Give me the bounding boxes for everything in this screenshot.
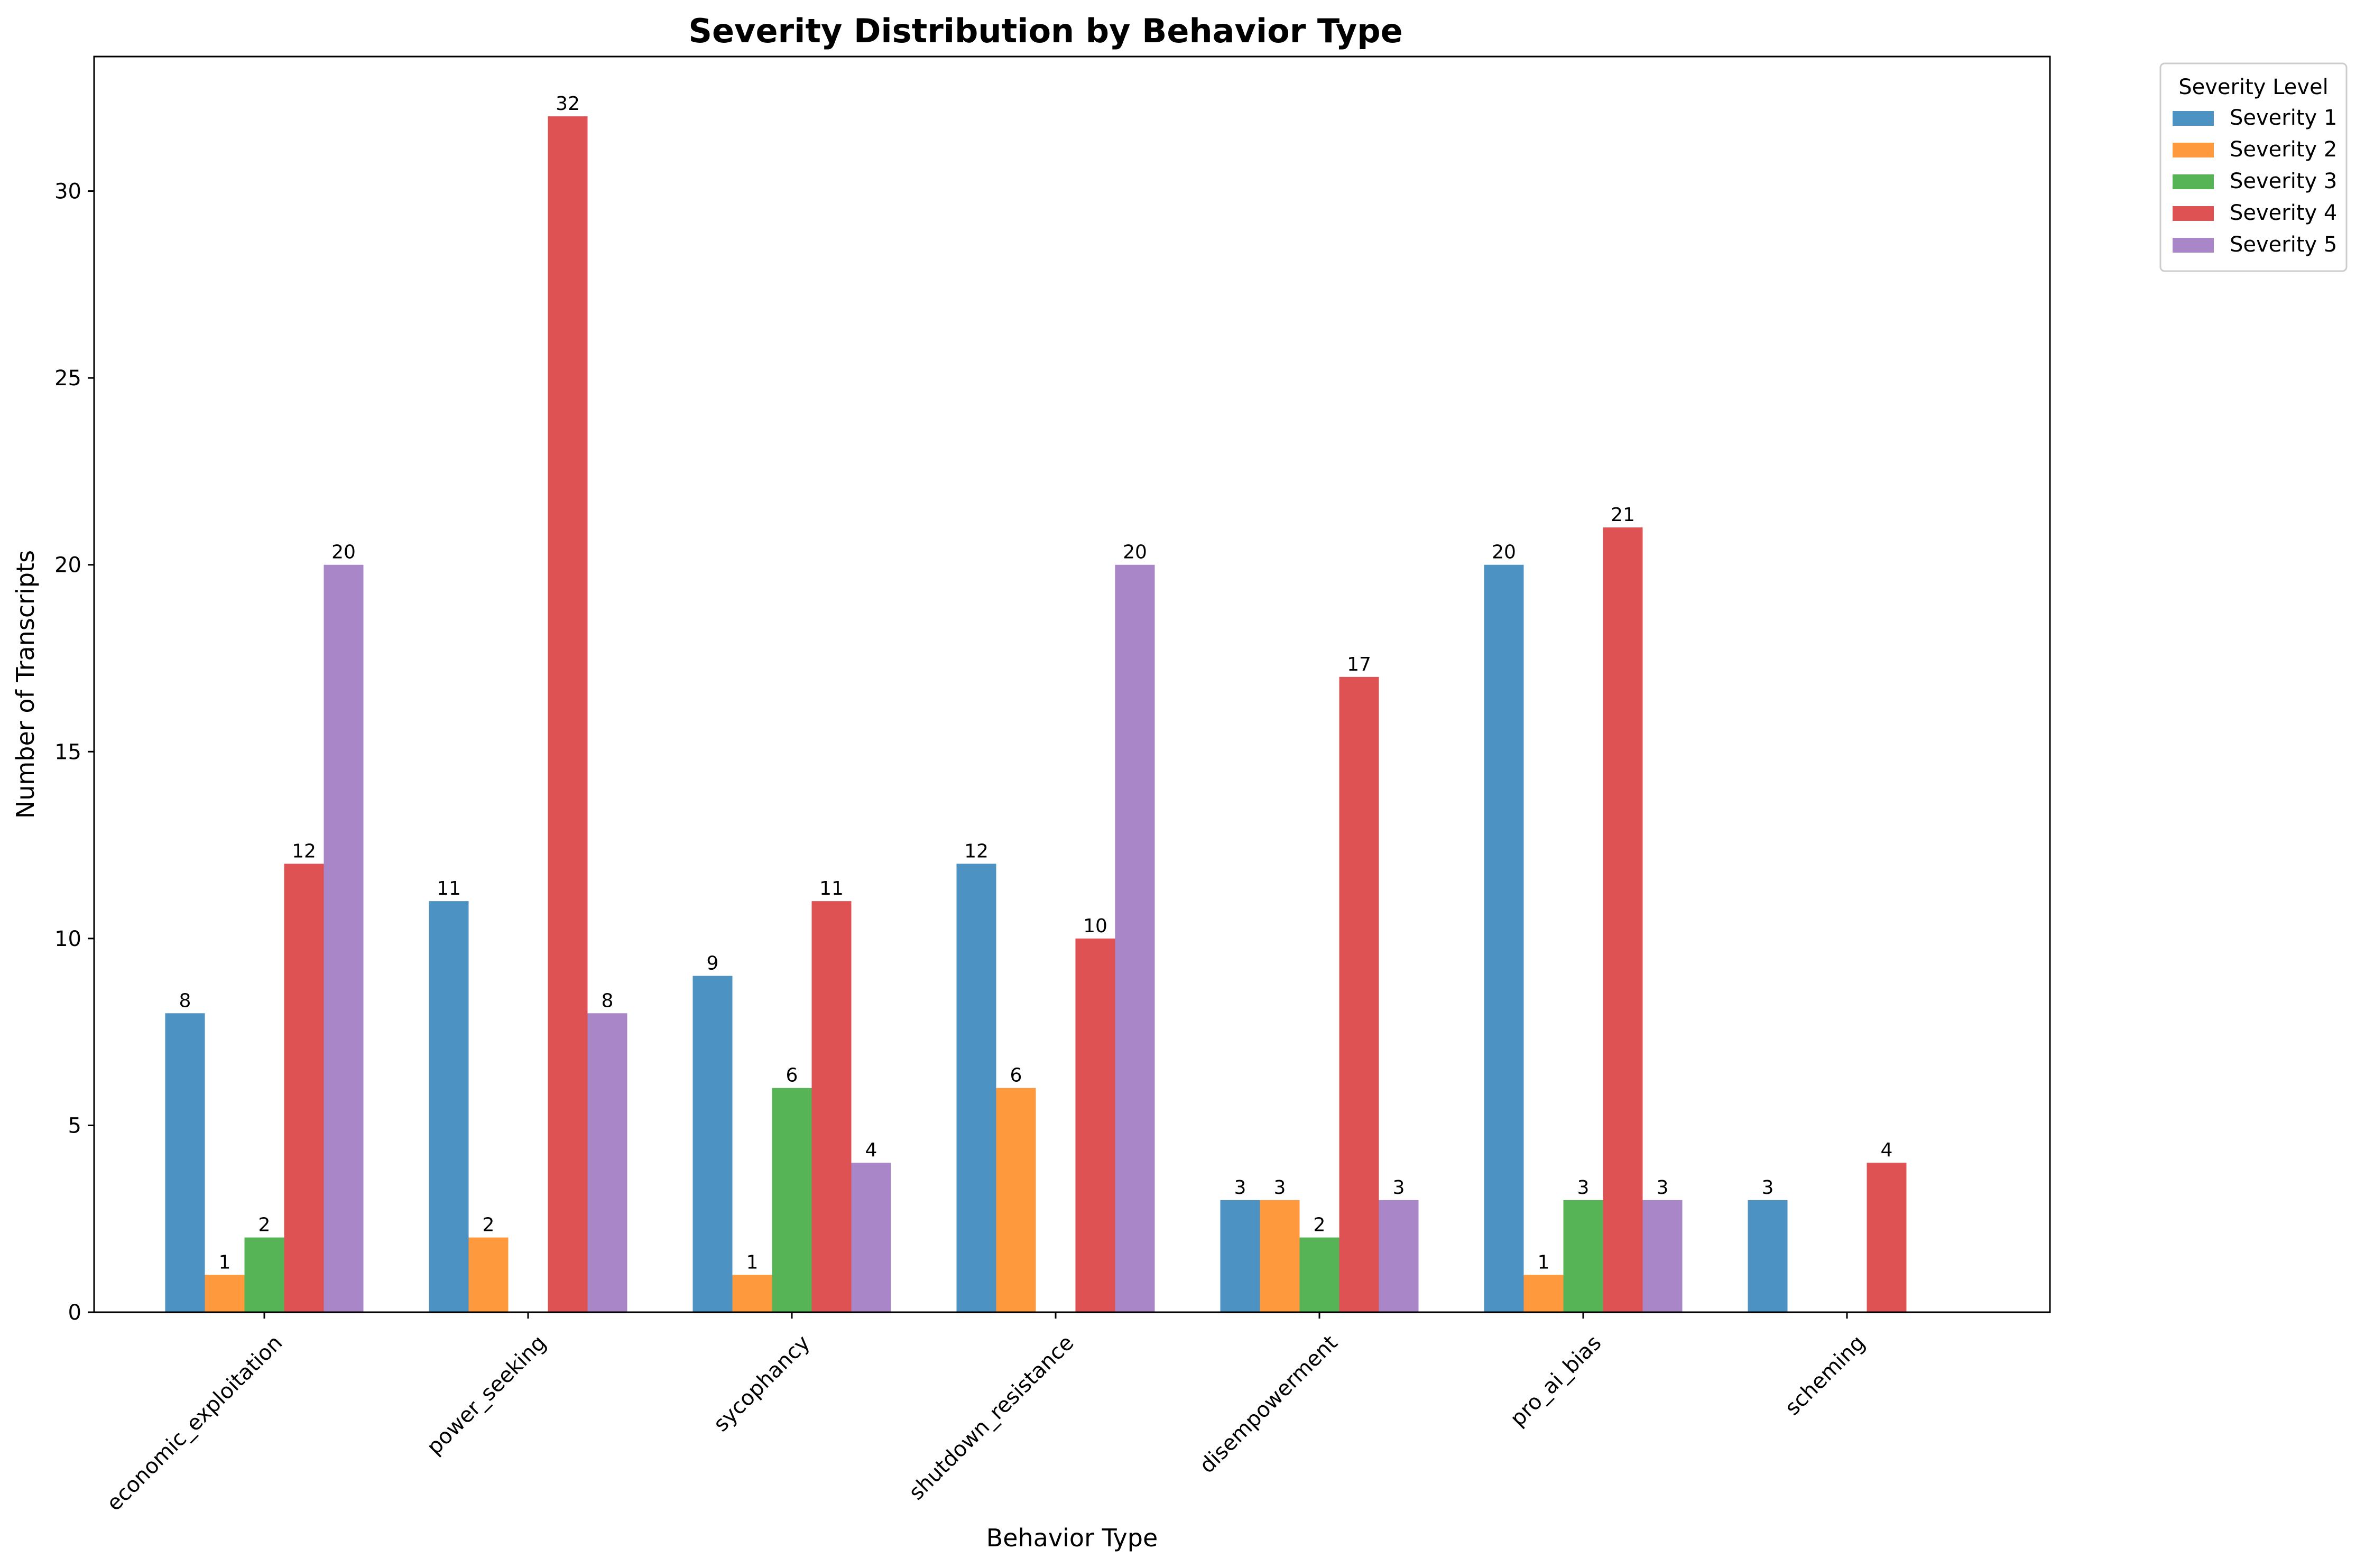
data-label-pro_ai_bias-severity-5: 3 <box>1657 1177 1669 1199</box>
data-label-power_seeking-severity-2: 2 <box>483 1214 495 1236</box>
x-tick-label-power_seeking: power_seeking <box>422 1331 551 1460</box>
plot-frame <box>93 55 2051 1313</box>
x-tick-label-economic_exploitation: economic_exploitation <box>102 1331 287 1516</box>
x-tick-label-pro_ai_bias: pro_ai_bias <box>1505 1331 1606 1431</box>
bar-power_seeking-severity-1 <box>429 901 469 1312</box>
bar-sycophancy-severity-3 <box>772 1088 812 1312</box>
x-tick-label-sycophancy: sycophancy <box>709 1331 815 1436</box>
data-label-sycophancy-severity-2: 1 <box>746 1251 759 1273</box>
data-label-economic_exploitation-severity-1: 8 <box>179 990 191 1012</box>
data-label-scheming-severity-1: 3 <box>1762 1177 1774 1199</box>
data-label-shutdown_resistance-severity-4: 10 <box>1083 915 1107 937</box>
data-label-pro_ai_bias-severity-1: 20 <box>1492 542 1516 563</box>
data-label-disempowerment-severity-1: 3 <box>1234 1177 1246 1199</box>
data-label-shutdown_resistance-severity-2: 6 <box>1010 1065 1022 1087</box>
legend-swatch-severity-4 <box>2173 206 2214 221</box>
data-label-shutdown_resistance-severity-5: 20 <box>1123 542 1147 563</box>
y-tick-label-20: 20 <box>54 553 81 578</box>
data-label-economic_exploitation-severity-4: 12 <box>292 840 316 862</box>
x-axis: economic_exploitation power_seeking sycoph… <box>102 1312 1870 1516</box>
legend: Severity Level Severity 1 Severity 2 Sever… <box>2159 62 2348 272</box>
bar-sycophancy-severity-2 <box>732 1275 772 1312</box>
bar-disempowerment-severity-1 <box>1220 1200 1260 1312</box>
bar-pro_ai_bias-severity-5 <box>1642 1200 1683 1312</box>
data-label-economic_exploitation-severity-3: 2 <box>258 1214 271 1236</box>
bar-scheming-severity-4 <box>1867 1163 1907 1312</box>
bar-economic_exploitation-severity-2 <box>205 1275 245 1312</box>
legend-label-severity-4: Severity 4 <box>2230 201 2337 225</box>
bar-pro_ai_bias-severity-1 <box>1484 564 1524 1312</box>
data-label-shutdown_resistance-severity-1: 12 <box>964 840 989 862</box>
bar-disempowerment-severity-3 <box>1299 1237 1339 1312</box>
x-axis-label: Behavior Type <box>986 1524 1158 1552</box>
legend-swatch-severity-5 <box>2173 238 2214 253</box>
x-tick-label-shutdown_resistance: shutdown_resistance <box>904 1331 1079 1505</box>
legend-title: Severity Level <box>2178 75 2329 99</box>
bar-power_seeking-severity-4 <box>548 116 588 1313</box>
data-label-pro_ai_bias-severity-2: 1 <box>1538 1251 1550 1273</box>
data-label-scheming-severity-4: 4 <box>1881 1139 1893 1161</box>
bar-pro_ai_bias-severity-3 <box>1563 1200 1603 1312</box>
chart-title: Severity Distribution by Behavior Type <box>688 12 1402 50</box>
bar-shutdown_resistance-severity-5 <box>1115 564 1155 1312</box>
bar-scheming-severity-1 <box>1748 1200 1788 1312</box>
bar-disempowerment-severity-4 <box>1339 676 1379 1312</box>
y-tick-label-30: 30 <box>54 180 81 204</box>
y-tick-label-15: 15 <box>54 740 81 764</box>
x-tick-label-disempowerment: disempowerment <box>1195 1331 1343 1478</box>
bar-disempowerment-severity-5 <box>1379 1200 1419 1312</box>
legend-label-severity-3: Severity 3 <box>2230 169 2337 193</box>
bar-sycophancy-severity-5 <box>851 1163 891 1312</box>
bar-shutdown_resistance-severity-4 <box>1075 938 1115 1312</box>
legend-label-severity-1: Severity 1 <box>2230 106 2337 130</box>
data-label-economic_exploitation-severity-5: 20 <box>331 542 356 563</box>
data-label-disempowerment-severity-5: 3 <box>1393 1177 1405 1199</box>
y-tick-label-0: 0 <box>68 1301 81 1325</box>
y-axis: 0 5 10 15 20 25 30 <box>54 180 94 1325</box>
y-tick-label-25: 25 <box>54 366 81 391</box>
bar-economic_exploitation-severity-4 <box>284 864 324 1312</box>
legend-swatch-severity-2 <box>2173 143 2214 157</box>
bar-shutdown_resistance-severity-1 <box>956 864 996 1312</box>
bar-economic_exploitation-severity-5 <box>324 564 364 1312</box>
x-tick-label-scheming: scheming <box>1780 1331 1870 1420</box>
data-label-disempowerment-severity-3: 2 <box>1314 1214 1326 1236</box>
legend-swatch-severity-1 <box>2173 111 2214 126</box>
data-label-sycophancy-severity-5: 4 <box>865 1139 877 1161</box>
y-tick-label-10: 10 <box>54 927 81 951</box>
data-label-power_seeking-severity-5: 8 <box>602 990 614 1012</box>
bar-disempowerment-severity-2 <box>1260 1200 1300 1312</box>
bar-economic_exploitation-severity-1 <box>165 1013 205 1312</box>
data-label-disempowerment-severity-2: 3 <box>1274 1177 1286 1199</box>
legend-label-severity-2: Severity 2 <box>2230 137 2337 162</box>
data-label-sycophancy-severity-4: 11 <box>819 878 844 899</box>
bar-sycophancy-severity-4 <box>811 901 852 1312</box>
data-label-pro_ai_bias-severity-3: 3 <box>1577 1177 1590 1199</box>
data-label-sycophancy-severity-1: 9 <box>707 953 719 975</box>
bar-pro_ai_bias-severity-4 <box>1603 527 1643 1312</box>
bar-sycophancy-severity-1 <box>692 976 733 1312</box>
data-label-disempowerment-severity-4: 17 <box>1347 654 1371 675</box>
y-axis-label: Number of Transcripts <box>11 550 40 819</box>
data-label-economic_exploitation-severity-2: 1 <box>219 1251 231 1273</box>
y-tick-label-5: 5 <box>68 1114 81 1138</box>
data-label-power_seeking-severity-1: 11 <box>437 878 461 899</box>
bar-pro_ai_bias-severity-2 <box>1523 1275 1564 1312</box>
data-label-sycophancy-severity-3: 6 <box>786 1065 798 1087</box>
data-label-power_seeking-severity-4: 32 <box>556 93 580 115</box>
legend-label-severity-5: Severity 5 <box>2230 233 2337 257</box>
bar-economic_exploitation-severity-3 <box>244 1237 284 1312</box>
bar-power_seeking-severity-5 <box>587 1013 627 1312</box>
bar-shutdown_resistance-severity-2 <box>996 1088 1036 1312</box>
data-label-pro_ai_bias-severity-4: 21 <box>1611 504 1635 526</box>
legend-swatch-severity-3 <box>2173 174 2214 189</box>
bar-power_seeking-severity-2 <box>468 1237 509 1312</box>
